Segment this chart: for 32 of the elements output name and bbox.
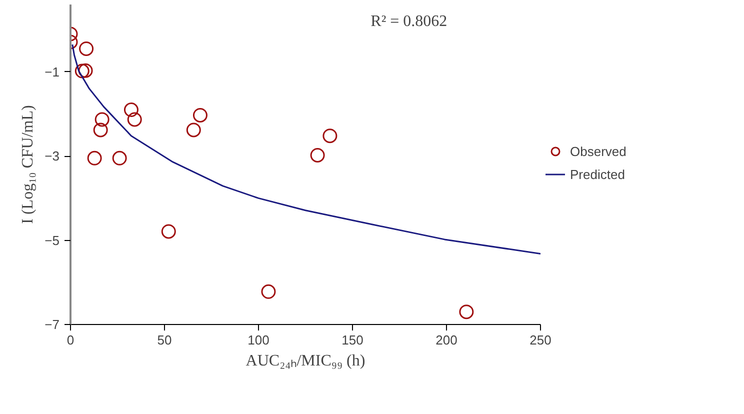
x-axis-title: AUC₂₄ₕ/MIC₉₉ (h) bbox=[246, 352, 366, 370]
point bbox=[78, 63, 93, 78]
line-series bbox=[72, 44, 540, 255]
point bbox=[93, 122, 108, 138]
x-tick-label: 100 bbox=[248, 332, 270, 348]
point bbox=[322, 128, 338, 144]
point bbox=[161, 224, 176, 239]
y-tick-label: −5 bbox=[44, 232, 60, 248]
x-tick-label: 150 bbox=[342, 332, 364, 348]
point bbox=[87, 150, 102, 166]
y-tick-label: −7 bbox=[44, 317, 60, 332]
x-tick-label: 200 bbox=[436, 332, 458, 348]
point bbox=[79, 41, 94, 56]
point bbox=[192, 108, 208, 122]
point bbox=[74, 64, 90, 78]
point bbox=[459, 304, 474, 320]
x-tick-label: 50 bbox=[157, 332, 172, 348]
annotation: R² = 0.8062 bbox=[370, 13, 448, 30]
point bbox=[127, 112, 142, 127]
y-axis-title: I (Log₁₀ CFU/mL) bbox=[20, 105, 37, 224]
point bbox=[261, 284, 276, 299]
y-tick-label: −1 bbox=[44, 64, 60, 80]
x-tick-label: 250 bbox=[530, 332, 552, 348]
point bbox=[124, 102, 138, 117]
point bbox=[310, 148, 325, 162]
y-tick-label: −3 bbox=[44, 148, 60, 164]
legend-label: Predicted bbox=[570, 166, 625, 182]
point bbox=[112, 150, 127, 166]
point bbox=[186, 122, 201, 138]
point bbox=[94, 112, 110, 127]
legend-label: Observed bbox=[570, 144, 626, 158]
x-tick-label: 0 bbox=[66, 332, 74, 348]
